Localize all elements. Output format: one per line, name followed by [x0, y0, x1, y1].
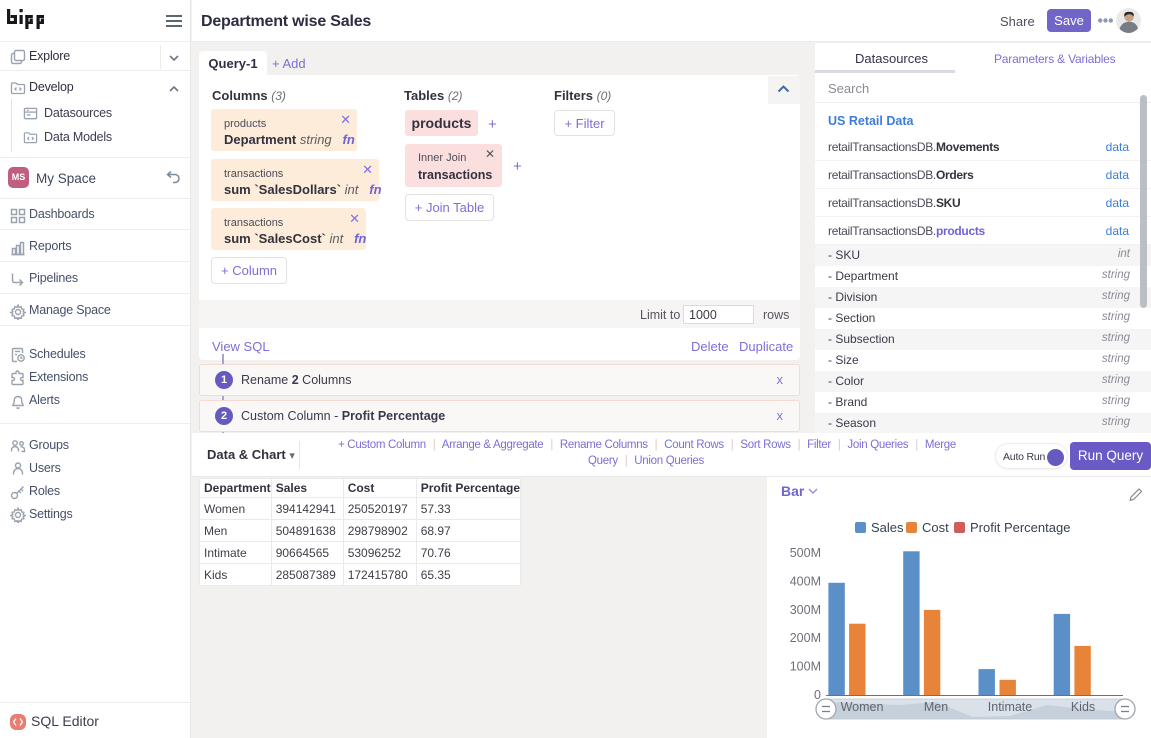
- svg-text:Sales: Sales: [871, 520, 904, 535]
- svg-text:300M: 300M: [790, 603, 821, 617]
- svg-text:Profit Percentage: Profit Percentage: [970, 520, 1070, 535]
- svg-text:Cost: Cost: [922, 520, 949, 535]
- svg-text:Intimate: Intimate: [988, 700, 1033, 714]
- svg-text:Women: Women: [841, 700, 884, 714]
- svg-text:400M: 400M: [790, 575, 821, 589]
- svg-text:Bar: Bar: [781, 483, 805, 499]
- svg-text:500M: 500M: [790, 546, 821, 560]
- svg-text:Kids: Kids: [1071, 700, 1095, 714]
- svg-text:100M: 100M: [790, 660, 821, 674]
- svg-text:200M: 200M: [790, 631, 821, 645]
- svg-text:Men: Men: [924, 700, 948, 714]
- svg-text:0: 0: [814, 688, 821, 702]
